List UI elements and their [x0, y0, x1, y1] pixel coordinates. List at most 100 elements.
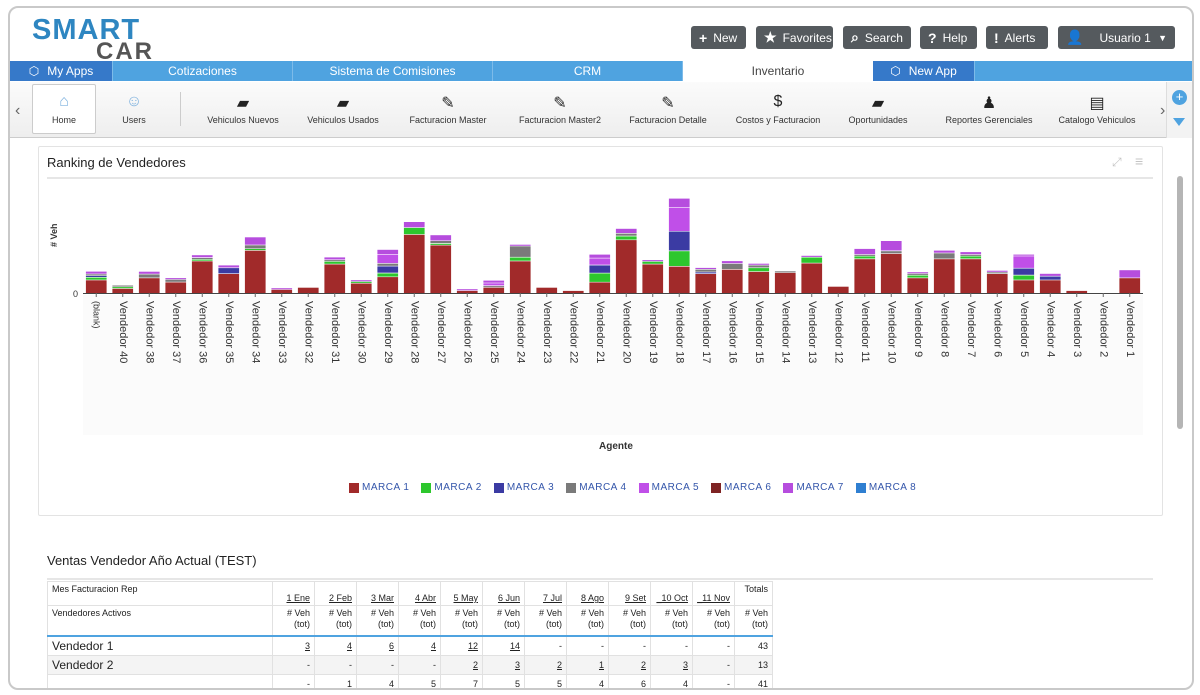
bar-segment[interactable]	[1013, 268, 1035, 275]
bar-segment[interactable]	[456, 290, 478, 293]
bar-segment[interactable]	[536, 287, 558, 293]
bar-segment[interactable]	[960, 252, 982, 255]
bar-segment[interactable]	[589, 265, 611, 273]
bar-segment[interactable]	[271, 288, 293, 290]
table-cell[interactable]: 4	[314, 635, 357, 656]
bar-segment[interactable]	[165, 282, 187, 293]
bar-segment[interactable]	[801, 257, 823, 263]
bar-segment[interactable]	[801, 263, 823, 293]
bar-segment[interactable]	[112, 285, 134, 287]
table-cell[interactable]: 3	[650, 654, 693, 675]
legend-item[interactable]: MARCA 2	[421, 482, 481, 493]
bar-segment[interactable]	[668, 198, 690, 208]
bar-segment[interactable]	[483, 286, 505, 288]
favorites-button[interactable]: ★ Favorites	[756, 26, 833, 49]
bar-segment[interactable]	[854, 248, 876, 255]
legend-item[interactable]: MARCA 5	[638, 482, 699, 493]
bar-segment[interactable]	[801, 255, 823, 257]
bar-segment[interactable]	[986, 272, 1008, 274]
bar-segment[interactable]	[774, 272, 796, 293]
bar-segment[interactable]	[377, 249, 399, 254]
table-cell[interactable]: 4	[566, 673, 609, 688]
bar-segment[interactable]	[880, 251, 902, 254]
bar-segment[interactable]	[854, 254, 876, 256]
bar-segment[interactable]	[1013, 280, 1035, 293]
bar-segment[interactable]	[721, 269, 743, 293]
month-header[interactable]: 6 Jun	[482, 581, 525, 606]
bar-segment[interactable]	[191, 261, 213, 293]
search-button[interactable]: ⌕ Search	[843, 26, 911, 49]
bar-segment[interactable]	[350, 280, 372, 282]
bar-segment[interactable]	[668, 231, 690, 251]
bar-segment[interactable]	[112, 288, 134, 293]
bar-segment[interactable]	[138, 271, 160, 274]
month-header[interactable]: 9 Set	[608, 581, 651, 606]
bar-segment[interactable]	[854, 256, 876, 259]
bar-segment[interactable]	[324, 264, 346, 293]
tab-my-apps[interactable]: ⬡ My Apps	[10, 61, 113, 81]
bar-segment[interactable]	[642, 264, 664, 293]
bar-segment[interactable]	[509, 244, 531, 246]
bar-segment[interactable]	[642, 261, 664, 264]
bar-segment[interactable]	[907, 273, 929, 275]
menu-icon[interactable]: ≡	[1135, 153, 1144, 169]
bar-segment[interactable]	[933, 253, 955, 259]
triangle-down-icon[interactable]	[1173, 118, 1185, 126]
vertical-scrollbar[interactable]	[1177, 176, 1183, 429]
toolbar-costos-facturacion[interactable]: $ Costos y Facturacion	[728, 84, 828, 134]
bar-segment[interactable]	[244, 249, 266, 251]
bar-segment[interactable]	[1013, 275, 1035, 280]
table-cell[interactable]: 1	[314, 673, 357, 688]
bar-segment[interactable]	[774, 271, 796, 273]
bar-segment[interactable]	[933, 259, 955, 293]
bar-segment[interactable]	[85, 277, 107, 280]
bar-segment[interactable]	[589, 258, 611, 265]
bar-segment[interactable]	[562, 290, 584, 293]
bar-segment[interactable]	[456, 289, 478, 291]
bar-segment[interactable]	[589, 254, 611, 258]
month-header[interactable]: 3 Mar	[356, 581, 399, 606]
bar-segment[interactable]	[483, 283, 505, 286]
bar-segment[interactable]	[324, 261, 346, 264]
bar-segment[interactable]	[748, 263, 770, 265]
table-cell[interactable]: 3	[482, 654, 525, 675]
bar-segment[interactable]	[191, 258, 213, 260]
table-cell[interactable]: 4	[650, 673, 693, 688]
bar-segment[interactable]	[377, 263, 399, 266]
toolbar-facturacion-master2[interactable]: ✎ Facturacion Master2	[510, 84, 610, 134]
bar-segment[interactable]	[377, 266, 399, 273]
bar-segment[interactable]	[1039, 276, 1061, 280]
bar-segment[interactable]	[1039, 280, 1061, 293]
month-header[interactable]: 2 Feb	[314, 581, 357, 606]
bar-segment[interactable]	[218, 274, 240, 293]
bar-segment[interactable]	[589, 282, 611, 293]
bar-segment[interactable]	[695, 274, 717, 293]
bar-segment[interactable]	[377, 277, 399, 293]
bar-segment[interactable]	[827, 286, 849, 293]
tab-crm[interactable]: CRM	[493, 61, 683, 81]
bar-segment[interactable]	[85, 274, 107, 276]
bar-segment[interactable]	[350, 281, 372, 283]
bar-segment[interactable]	[509, 261, 531, 293]
bar-segment[interactable]	[695, 272, 717, 274]
table-cell[interactable]: 14	[482, 635, 525, 656]
bar-segment[interactable]	[1119, 270, 1141, 278]
bar-segment[interactable]	[165, 279, 187, 282]
bar-segment[interactable]	[695, 269, 717, 272]
smartcar-logo[interactable]: SMART CAR	[32, 14, 192, 65]
bar-segment[interactable]	[324, 257, 346, 260]
bar-segment[interactable]	[509, 246, 531, 257]
tab-cotizaciones[interactable]: Cotizaciones	[113, 61, 293, 81]
bar-segment[interactable]	[430, 243, 452, 245]
month-header[interactable]: 4 Abr	[398, 581, 441, 606]
bar-segment[interactable]	[721, 261, 743, 264]
bar-segment[interactable]	[324, 260, 346, 262]
bar-segment[interactable]	[615, 233, 637, 236]
table-cell[interactable]: 7	[440, 673, 483, 688]
table-cell[interactable]: 4	[356, 673, 399, 688]
tab-new-app[interactable]: ⬡ New App	[873, 61, 975, 81]
toolbar-facturacion-detalle[interactable]: ✎ Facturacion Detalle	[620, 84, 716, 134]
bar-segment[interactable]	[191, 259, 213, 261]
bar-segment[interactable]	[509, 257, 531, 261]
bar-segment[interactable]	[430, 241, 452, 244]
